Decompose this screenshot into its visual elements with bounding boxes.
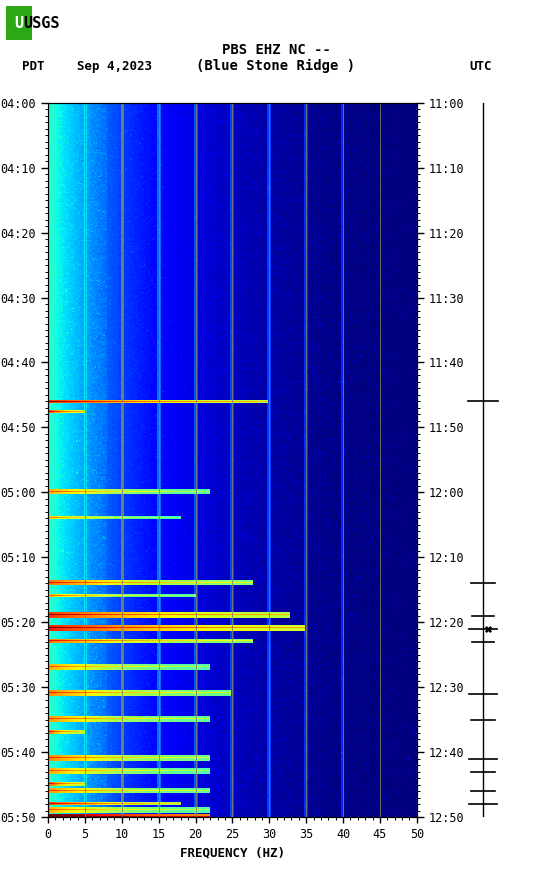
Text: (Blue Stone Ridge ): (Blue Stone Ridge ) xyxy=(197,59,355,73)
X-axis label: FREQUENCY (HZ): FREQUENCY (HZ) xyxy=(180,846,285,859)
Text: UTC: UTC xyxy=(469,60,491,72)
Text: U: U xyxy=(14,16,23,30)
Text: PDT: PDT xyxy=(22,60,45,72)
Text: USGS: USGS xyxy=(24,16,60,30)
Bar xyxy=(6,6,32,40)
Text: PBS EHZ NC --: PBS EHZ NC -- xyxy=(221,43,331,57)
Text: Sep 4,2023: Sep 4,2023 xyxy=(77,60,152,72)
